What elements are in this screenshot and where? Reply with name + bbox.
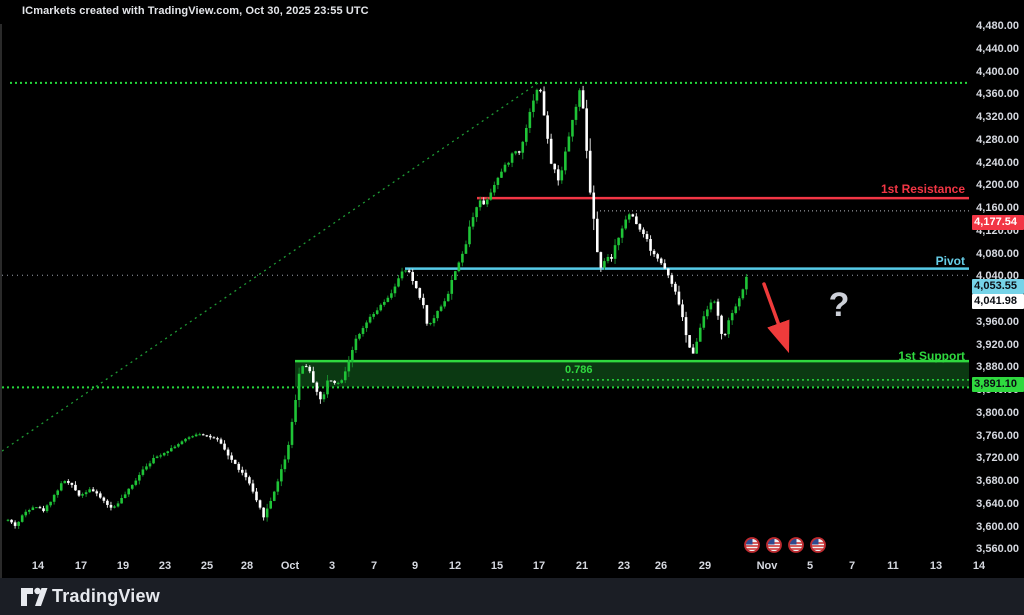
time-tick: 12	[448, 560, 462, 572]
us-flag-event-icon[interactable]	[766, 537, 782, 553]
price-tick: 3,720.00	[976, 452, 1019, 465]
resistance-price-tag: 4,177.54	[972, 215, 1024, 230]
us-flag-event-icon[interactable]	[788, 537, 804, 553]
price-tick: 4,400.00	[976, 65, 1019, 78]
time-tick: 11	[887, 560, 899, 572]
resistance-label: 1st Resistance	[880, 182, 965, 196]
support-price-tag: 3,891.10	[972, 377, 1024, 392]
time-tick: 29	[698, 560, 712, 572]
price-tick: 3,680.00	[976, 475, 1019, 488]
price-tick: 3,920.00	[976, 338, 1019, 351]
price-tick: 4,480.00	[976, 20, 1019, 32]
time-tick: 7	[848, 560, 856, 572]
us-flag-event-icon[interactable]	[744, 537, 760, 553]
support-label: 1st Support	[898, 349, 965, 363]
time-tick: 17	[74, 560, 88, 572]
price-tick: 3,800.00	[976, 406, 1019, 419]
candlestick-plot[interactable]	[2, 24, 972, 555]
price-tick: 4,360.00	[976, 88, 1019, 101]
time-tick: Oct	[280, 560, 300, 572]
time-tick: 3	[328, 560, 336, 572]
time-tick: 26	[654, 560, 668, 572]
time-axis[interactable]: 14 17 19 23 25 28 Oct 3 7 9 12 15 17 21 23 26 29 Nov 5 7 11 1…	[2, 555, 985, 578]
price-tick: 3,560.00	[976, 543, 1019, 556]
current-price-tag: 4,041.98	[972, 294, 1024, 309]
time-tick: 7	[370, 560, 378, 572]
price-tick: 4,320.00	[976, 111, 1019, 124]
time-tick: 19	[116, 560, 130, 572]
time-tick: 15	[490, 560, 504, 572]
attribution-bar: ICmarkets created with TradingView.com, …	[0, 0, 1024, 24]
price-tick: 4,240.00	[976, 156, 1019, 169]
us-flag-event-icon[interactable]	[810, 537, 826, 553]
projection-arrow	[762, 282, 790, 354]
price-tick: 4,280.00	[976, 133, 1019, 146]
price-tick: 4,200.00	[976, 179, 1019, 192]
tradingview-wordmark[interactable]: TradingView	[52, 586, 160, 606]
question-mark-annotation: ?	[828, 286, 850, 324]
time-tick: 14	[31, 560, 45, 572]
support-band	[295, 361, 969, 387]
price-tick: 3,640.00	[976, 497, 1019, 510]
tradingview-logo-icon[interactable]	[20, 586, 48, 608]
trendline	[2, 81, 540, 452]
pivot-price-tag: 4,053.55	[972, 279, 1024, 294]
time-tick: 21	[575, 560, 589, 572]
price-tick: 4,160.00	[976, 202, 1019, 215]
price-tick: 3,960.00	[976, 315, 1019, 328]
time-tick: Nov	[756, 560, 778, 572]
price-tick: 3,880.00	[976, 361, 1019, 374]
time-tick: 25	[200, 560, 214, 572]
price-tick: 4,080.00	[976, 247, 1019, 260]
time-tick: 14	[972, 560, 985, 572]
time-tick: 17	[532, 560, 546, 572]
price-tick: 4,440.00	[976, 42, 1019, 55]
time-tick: 28	[240, 560, 254, 572]
candles	[6, 85, 748, 529]
brand-bar: TradingView	[0, 578, 1024, 615]
pivot-label: Pivot	[935, 254, 965, 268]
price-tick: 3,760.00	[976, 429, 1019, 442]
price-tick: 3,600.00	[976, 520, 1019, 533]
time-tick: 5	[806, 560, 814, 572]
chart-canvas[interactable]: 1st Resistance Pivot 1st Support 0.786 ?…	[0, 20, 1024, 578]
time-tick: 9	[411, 560, 419, 572]
time-tick: 13	[929, 560, 943, 572]
fib-0786-label: 0.786	[565, 364, 593, 376]
attribution-text: ICmarkets created with TradingView.com, …	[22, 5, 369, 17]
time-tick: 23	[617, 560, 631, 572]
time-tick: 23	[158, 560, 172, 572]
